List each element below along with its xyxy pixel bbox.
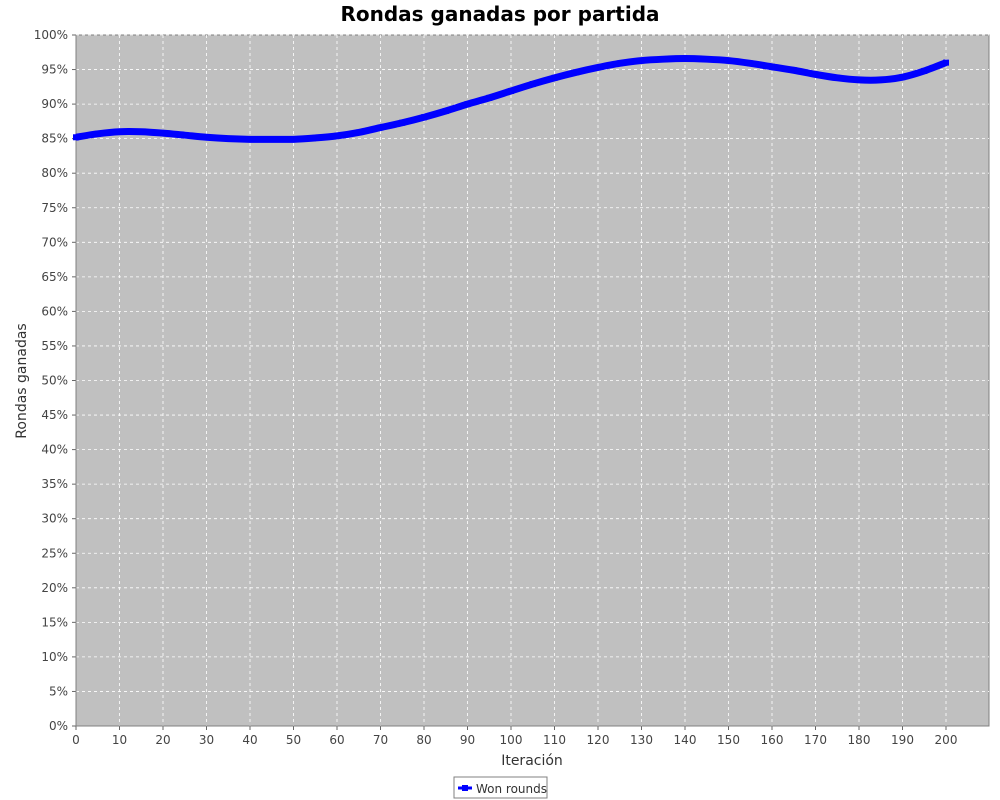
y-tick-label: 20% (41, 581, 68, 595)
x-tick-label: 130 (630, 733, 653, 747)
data-point (682, 55, 688, 62)
data-point (138, 128, 145, 135)
y-tick-label: 45% (41, 408, 68, 422)
x-tick-label: 140 (674, 733, 697, 747)
x-tick-label: 70 (373, 733, 388, 747)
y-tick-label: 35% (41, 477, 68, 491)
y-tick-label: 90% (41, 97, 68, 111)
y-tick-label: 5% (49, 684, 68, 698)
x-tick-label: 190 (891, 733, 914, 747)
data-point (399, 119, 406, 126)
data-point (790, 67, 797, 74)
data-point (943, 59, 949, 66)
x-tick-label: 170 (804, 733, 827, 747)
chart-title: Rondas ganadas por partida (340, 2, 659, 26)
y-tick-label: 50% (41, 374, 68, 388)
x-tick-label: 90 (460, 733, 475, 747)
y-tick-label: 95% (41, 63, 68, 77)
x-tick-label: 20 (155, 733, 170, 747)
legend-marker-swatch (462, 785, 468, 791)
legend-label-won-rounds: Won rounds (476, 782, 547, 796)
data-point (203, 134, 210, 141)
x-tick-label: 180 (848, 733, 871, 747)
y-tick-label: 55% (41, 339, 68, 353)
x-tick-label: 50 (286, 733, 301, 747)
data-point (812, 71, 819, 78)
data-point (747, 60, 754, 67)
data-point (225, 135, 232, 142)
data-point (312, 134, 319, 141)
x-tick-label: 150 (717, 733, 740, 747)
tick-labels: 0 10 20 30 40 50 60 70 80 90 100 110 120 130 140 150 160… (34, 28, 958, 747)
y-tick-label: 10% (41, 650, 68, 664)
data-point (573, 69, 580, 76)
data-point (551, 74, 558, 81)
x-tick-label: 110 (543, 733, 566, 747)
y-tick-label: 30% (41, 512, 68, 526)
x-tick-label: 120 (587, 733, 610, 747)
x-tick-label: 10 (112, 733, 127, 747)
legend-box (453, 776, 548, 799)
y-tick-label: 100% (34, 28, 68, 42)
data-point (725, 57, 732, 64)
x-axis-label: Iteración (501, 753, 563, 769)
data-point (703, 56, 710, 63)
series-layer (73, 54, 949, 143)
data-point (769, 63, 775, 70)
data-point (660, 56, 667, 63)
y-tick-label: 85% (41, 132, 68, 146)
legend: Won rounds (453, 776, 548, 799)
y-tick-label: 40% (41, 443, 68, 457)
data-point (486, 94, 493, 101)
data-point (834, 74, 841, 81)
x-tick-label: 80 (416, 733, 431, 747)
data-point (73, 134, 79, 141)
data-point (247, 136, 253, 143)
data-point (421, 114, 427, 121)
data-point (160, 130, 166, 137)
data-point (508, 87, 514, 94)
data-point (94, 130, 101, 137)
data-point (464, 101, 471, 108)
data-point (529, 81, 536, 88)
data-point (616, 60, 623, 67)
data-point (899, 74, 906, 81)
data-point (355, 129, 362, 136)
y-tick-label: 80% (41, 166, 68, 180)
y-tick-label: 70% (41, 235, 68, 249)
data-point (877, 76, 884, 83)
data-point (334, 132, 340, 139)
x-tick-label: 60 (329, 733, 344, 747)
data-point (290, 136, 297, 143)
data-point (377, 124, 384, 131)
y-tick-label: 25% (41, 546, 68, 560)
y-axis-label: Rondas ganadas (14, 323, 30, 438)
data-point (442, 108, 449, 115)
data-point (856, 76, 862, 83)
x-tick-label: 200 (935, 733, 958, 747)
data-point (268, 136, 275, 143)
x-tick-label: 30 (199, 733, 214, 747)
x-tick-label: 40 (242, 733, 257, 747)
y-tick-label: 75% (41, 201, 68, 215)
x-tick-label: 160 (761, 733, 784, 747)
y-tick-label: 65% (41, 270, 68, 284)
y-tick-label: 0% (49, 719, 68, 733)
y-tick-label: 60% (41, 304, 68, 318)
y-tick-label: 15% (41, 615, 68, 629)
data-point (638, 57, 645, 64)
data-point (595, 64, 601, 71)
data-point (181, 132, 188, 139)
x-tick-label: 100 (500, 733, 523, 747)
x-tick-label: 0 (72, 733, 80, 747)
axes (72, 34, 989, 730)
data-point (921, 67, 928, 74)
data-point (116, 128, 123, 135)
